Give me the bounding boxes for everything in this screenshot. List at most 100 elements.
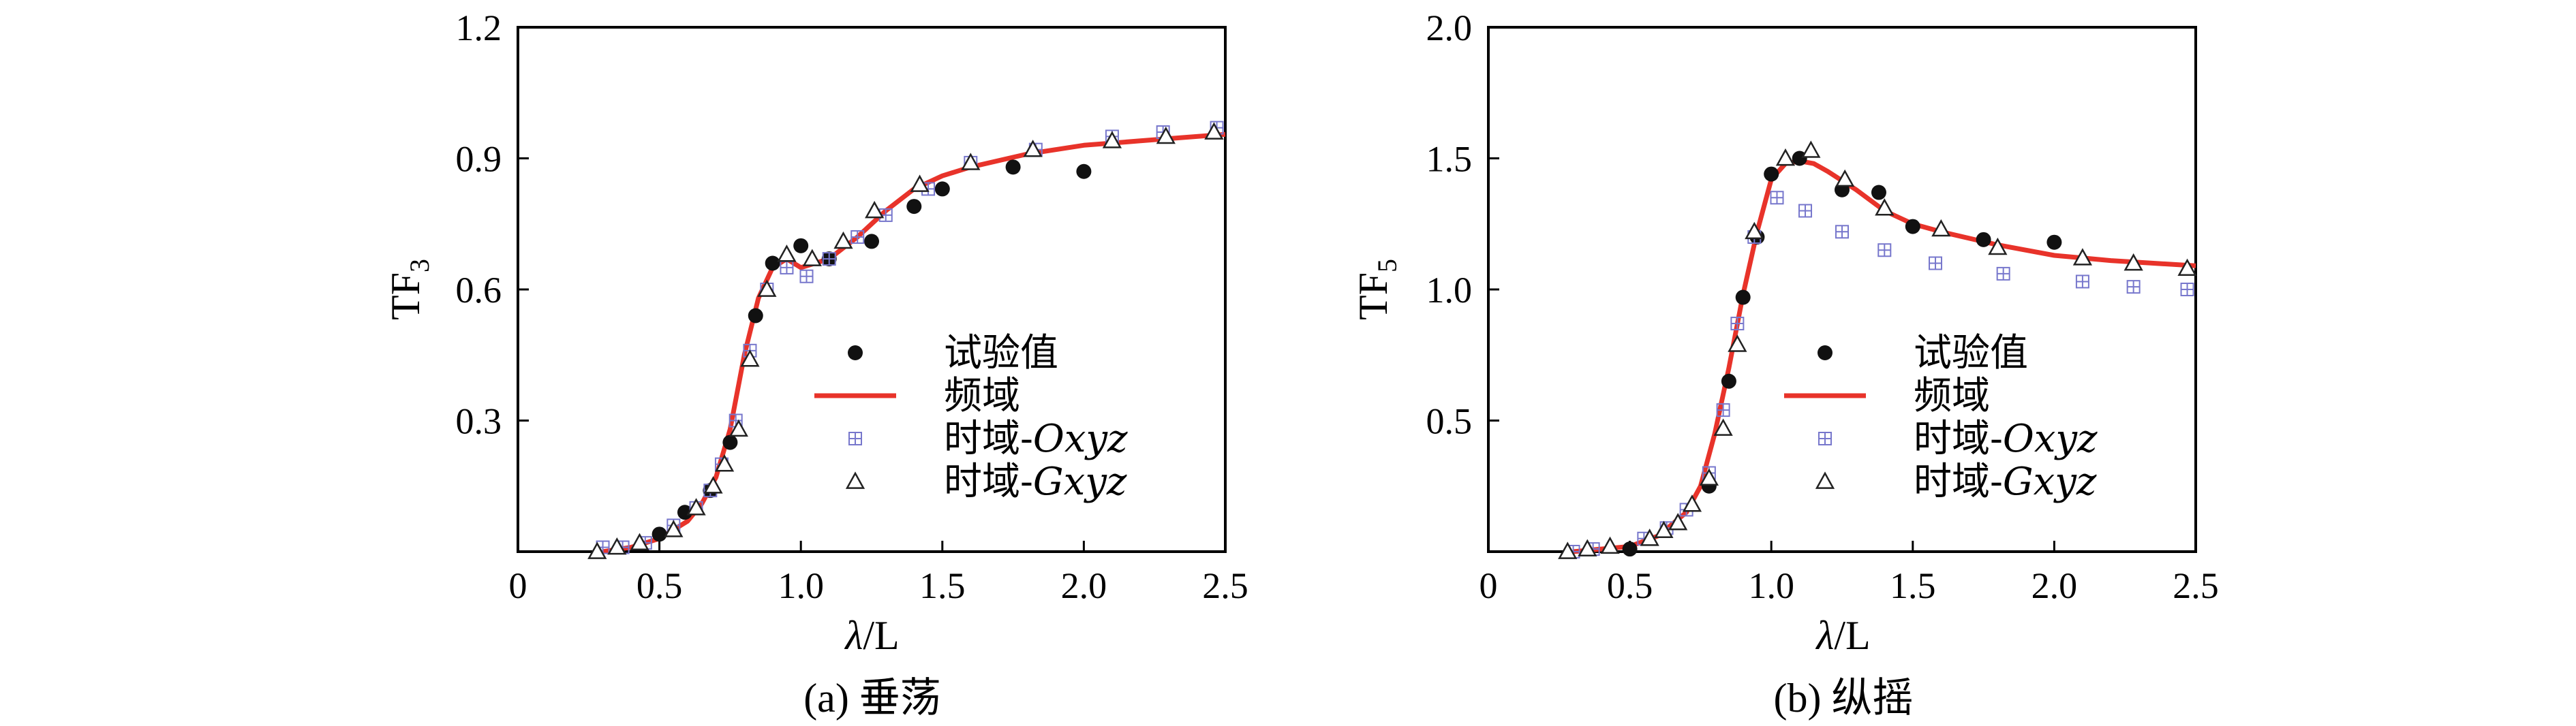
y-tick-labels: 0.3 0.6 0.9 1.2 <box>456 7 502 442</box>
data-point-dot <box>677 505 692 520</box>
legend-label: 频域 <box>944 374 1020 418</box>
x-tick-label: 1.0 <box>778 565 824 606</box>
data-point-dot <box>934 181 950 197</box>
data-point-square-plus <box>1730 317 1745 331</box>
legend-marker <box>1818 432 1832 445</box>
data-point-triangle <box>1102 131 1122 148</box>
data-point-triangle <box>729 419 748 437</box>
series-layer <box>1558 140 2197 559</box>
x-tick-label: 0 <box>1479 565 1498 606</box>
data-point-triangle <box>1578 539 1597 556</box>
data-point-triangle <box>587 541 607 559</box>
data-point-square-plus <box>822 252 836 266</box>
data-point-dot <box>651 526 667 542</box>
data-point-triangle <box>1775 148 1796 166</box>
legend-marker <box>848 432 862 445</box>
data-point-dot <box>906 199 922 215</box>
data-point-triangle <box>607 537 627 555</box>
data-point-triangle <box>1713 418 1733 436</box>
legend-marker <box>848 345 863 360</box>
data-point-square-plus <box>1996 266 2010 281</box>
legend-label: 时域-Gxyz <box>1914 460 2097 504</box>
legend-marker <box>1818 345 1833 360</box>
data-point-dot <box>1764 166 1779 182</box>
data-point-dot <box>765 255 780 271</box>
axis-ticks <box>518 157 1085 552</box>
data-point-triangle <box>1023 140 1043 157</box>
y-axis-label: TF3 <box>383 259 435 320</box>
data-point-dot <box>1905 219 1920 234</box>
data-point-triangle <box>1801 140 1821 158</box>
data-point-dot <box>2046 234 2062 250</box>
data-point-square-plus <box>1877 243 1892 257</box>
y-tick-label: 2.0 <box>1426 7 1473 48</box>
x-tick-label: 0.5 <box>637 565 683 606</box>
x-tick-label: 0 <box>509 565 527 606</box>
data-point-triangle <box>802 249 822 266</box>
data-point-dot <box>793 238 809 253</box>
data-point-triangle <box>1931 219 1951 237</box>
data-point-triangle <box>757 279 777 297</box>
data-point-dot <box>1871 185 1886 200</box>
data-point-square-plus <box>2126 280 2141 294</box>
caption-a: (a) 垂荡 <box>803 676 941 721</box>
data-point-triangle <box>1745 221 1764 240</box>
data-point-square-plus <box>1798 204 1813 218</box>
data-point-triangle <box>1654 520 1674 539</box>
data-point-dot <box>1976 232 1991 247</box>
data-point-triangle <box>1640 528 1659 546</box>
legend-marker <box>845 471 865 489</box>
x-tick-labels: 0 0.5 1.0 1.5 2.0 2.5 <box>509 565 1248 606</box>
data-point-dot <box>1005 159 1021 175</box>
data-point-triangle <box>2072 248 2093 266</box>
data-point-square-plus <box>1929 256 1943 270</box>
legend-label: 试验值 <box>944 331 1058 375</box>
panel-b-pitch: 0 0.5 1.0 1.5 2.0 2.5 0.5 1.0 1.5 2.0 TF5 λ/L (b… <box>1351 7 2219 721</box>
x-tick-label: 1.0 <box>1748 565 1794 606</box>
data-point-dot <box>748 308 763 323</box>
data-point-triangle <box>740 349 760 367</box>
y-tick-label: 1.0 <box>1426 270 1473 311</box>
y-tick-labels: 0.5 1.0 1.5 2.0 <box>1426 7 1473 442</box>
data-point-triangle <box>1668 513 1688 531</box>
data-point-triangle <box>1988 237 2008 255</box>
data-point-triangle <box>910 174 930 192</box>
x-tick-label: 2.5 <box>1202 565 1248 606</box>
data-point-triangle <box>1558 541 1578 559</box>
legend-marker <box>1815 471 1835 489</box>
data-point-triangle <box>2123 253 2143 271</box>
legend-label: 试验值 <box>1914 331 2028 375</box>
panel-a-heave: 0 0.5 1.0 1.5 2.0 2.5 0.3 0.6 0.9 1.2 TF3 λ/L (a… <box>383 7 1248 721</box>
data-point-triangle <box>703 476 723 494</box>
data-point-triangle <box>1600 536 1620 554</box>
x-tick-label: 2.0 <box>1061 565 1107 606</box>
data-point-dot <box>1735 289 1751 305</box>
series-layer <box>587 121 1226 559</box>
series-line-frequency-domain <box>1573 158 2196 554</box>
data-point-triangle <box>1204 122 1224 140</box>
data-point-square-plus <box>1770 191 1784 205</box>
x-tick-label: 2.5 <box>2173 565 2219 606</box>
y-tick-label: 1.2 <box>456 7 502 48</box>
data-point-triangle <box>1835 169 1855 187</box>
data-point-dot <box>864 234 879 249</box>
y-tick-label: 0.6 <box>456 270 502 311</box>
data-point-triangle <box>777 244 797 262</box>
caption-b: (b) 纵摇 <box>1774 676 1914 721</box>
data-point-square-plus <box>2180 283 2194 296</box>
data-point-dot <box>1721 373 1736 389</box>
x-tick-label: 1.5 <box>919 565 966 606</box>
y-tick-label: 0.3 <box>456 401 502 442</box>
data-point-triangle <box>1682 494 1702 512</box>
y-tick-label: 0.5 <box>1426 401 1473 442</box>
y-tick-label: 0.9 <box>456 139 502 180</box>
data-point-triangle <box>1156 126 1176 144</box>
data-point-triangle <box>664 520 684 537</box>
x-axis-label: λ/L <box>844 613 899 658</box>
data-point-dot <box>722 435 738 450</box>
x-tick-labels: 0 0.5 1.0 1.5 2.0 2.5 <box>1479 565 2219 606</box>
legend-label: 频域 <box>1914 374 1990 418</box>
data-point-triangle <box>865 200 885 219</box>
